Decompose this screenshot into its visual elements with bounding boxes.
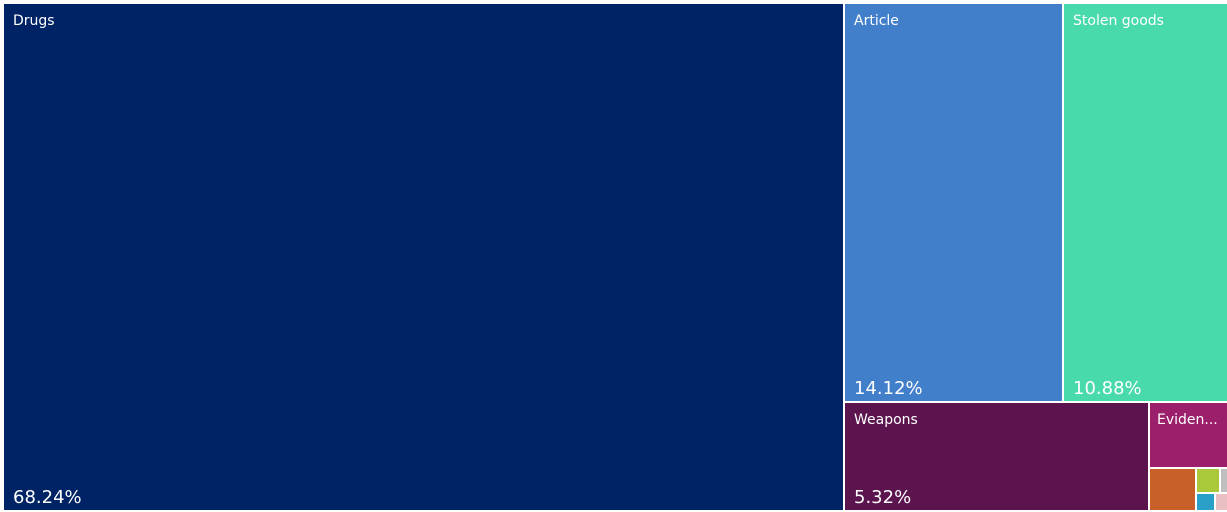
treemap-tile-6[interactable] [1150,469,1195,510]
tile-label: Weapons [854,412,918,428]
treemap-tile-weapons[interactable]: Weapons 5.32% [845,403,1148,510]
treemap-tile-drugs[interactable]: Drugs 68.24% [4,4,843,510]
tile-value-label: 14.12% [854,378,923,399]
treemap-tile-7[interactable] [1197,469,1219,492]
treemap-tile-9[interactable] [1197,494,1214,510]
tile-label: Eviden... [1157,412,1218,428]
tile-value-label: 5.32% [854,487,912,508]
tile-label: Drugs [13,13,55,29]
tile-value-label: 10.88% [1073,378,1142,399]
treemap-tile-10[interactable] [1216,494,1227,510]
tile-label: Stolen goods [1073,13,1164,29]
tile-value-label: 68.24% [13,487,82,508]
treemap-tile-stolen-goods[interactable]: Stolen goods 10.88% [1064,4,1227,401]
treemap-tile-article[interactable]: Article 14.12% [845,4,1062,401]
treemap-tile-eviden[interactable]: Eviden... [1150,403,1227,467]
tile-label: Article [854,13,899,29]
treemap-tile-8[interactable] [1221,469,1227,492]
